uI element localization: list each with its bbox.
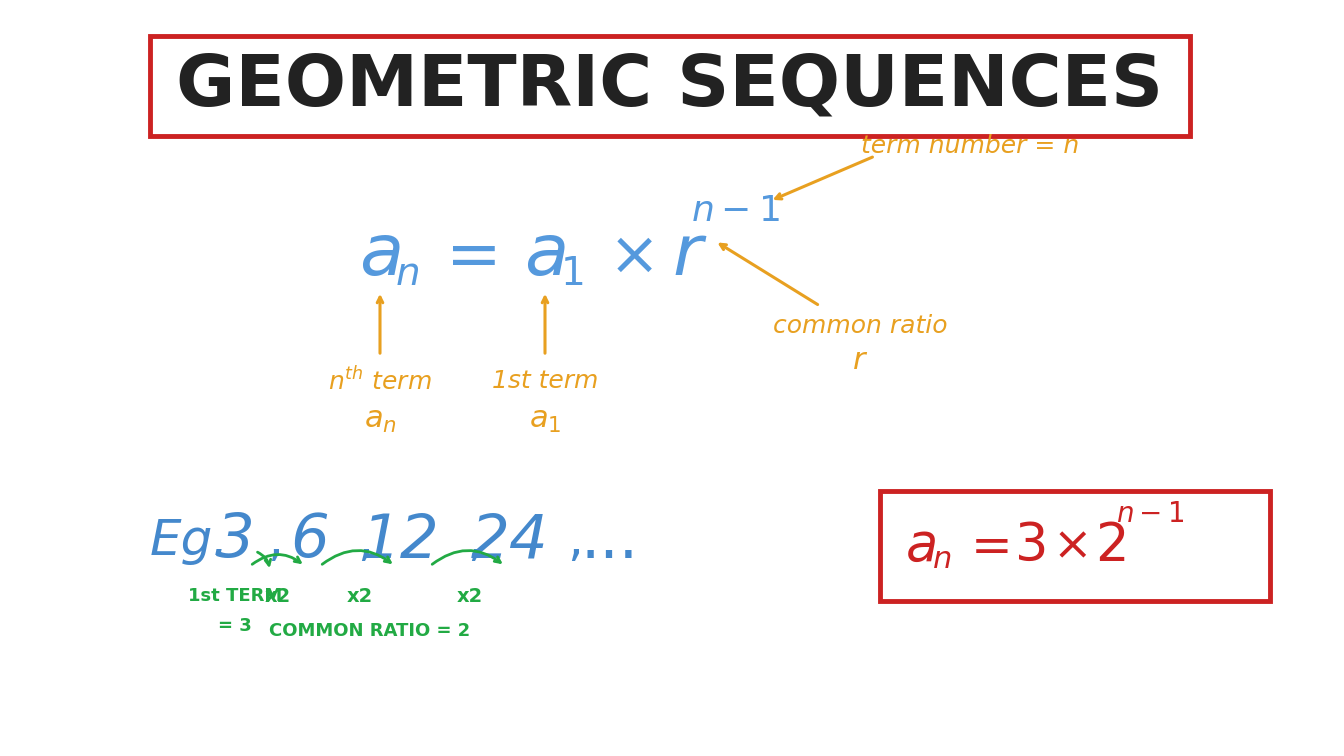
Text: $r$: $r$ — [852, 346, 868, 376]
Text: x2: x2 — [457, 587, 482, 606]
Text: ,: , — [267, 517, 284, 565]
Text: term number = n: term number = n — [862, 134, 1079, 158]
Text: $r$: $r$ — [672, 222, 708, 290]
Text: $1$: $1$ — [560, 255, 583, 293]
FancyBboxPatch shape — [880, 491, 1270, 601]
Text: ,: , — [567, 517, 583, 565]
Text: $\times$: $\times$ — [607, 227, 652, 286]
Text: 3: 3 — [215, 512, 254, 571]
Text: ,: , — [468, 517, 482, 565]
FancyBboxPatch shape — [151, 36, 1189, 136]
Text: $=$: $=$ — [961, 522, 1009, 570]
Text: 12: 12 — [362, 512, 439, 571]
Text: x2: x2 — [347, 587, 374, 606]
Text: $a_1$: $a_1$ — [528, 407, 562, 435]
Text: Eg.: Eg. — [151, 517, 230, 565]
Text: $n$: $n$ — [933, 546, 952, 575]
Text: $a_n$: $a_n$ — [364, 407, 396, 435]
Text: $a$: $a$ — [359, 222, 401, 290]
Text: $n-1$: $n-1$ — [1116, 500, 1184, 528]
Text: 1st term: 1st term — [492, 369, 598, 393]
Text: $n^{th}$ term: $n^{th}$ term — [328, 367, 431, 395]
Text: GEOMETRIC SEQUENCES: GEOMETRIC SEQUENCES — [176, 51, 1164, 120]
Text: x2: x2 — [265, 587, 292, 606]
Text: 24: 24 — [472, 512, 548, 571]
Text: ...: ... — [581, 512, 638, 571]
Text: $3$: $3$ — [1015, 520, 1046, 572]
Text: 1st TERM: 1st TERM — [188, 587, 282, 605]
Text: 6: 6 — [290, 512, 329, 571]
Text: $a$: $a$ — [905, 520, 935, 572]
Text: $=$: $=$ — [433, 223, 497, 289]
Text: $n$: $n$ — [395, 255, 419, 293]
Text: $a$: $a$ — [524, 222, 566, 290]
Text: $2$: $2$ — [1095, 520, 1125, 572]
Text: common ratio: common ratio — [773, 314, 948, 338]
Text: $n-1$: $n-1$ — [691, 194, 780, 228]
Text: COMMON RATIO = 2: COMMON RATIO = 2 — [269, 622, 470, 640]
Text: ,: , — [358, 517, 372, 565]
Text: = 3: = 3 — [218, 617, 251, 635]
Text: $\times$: $\times$ — [1052, 523, 1087, 569]
